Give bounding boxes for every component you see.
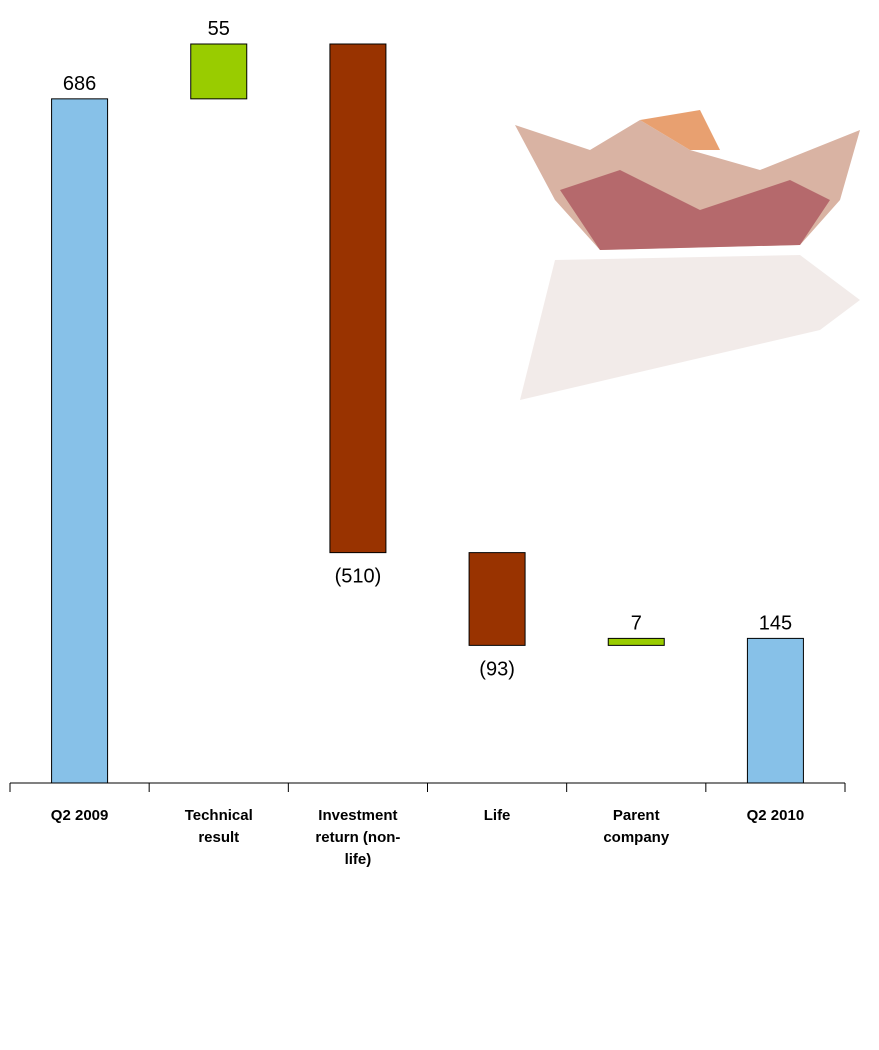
- value-label: 686: [63, 73, 96, 95]
- value-label: 7: [631, 612, 642, 634]
- bar: [51, 98, 109, 784]
- x-tick-label: Technical result: [184, 807, 253, 846]
- value-label: (93): [479, 658, 515, 680]
- value-label: 145: [759, 612, 792, 634]
- boat-sail: [640, 110, 720, 150]
- bar: [468, 552, 526, 646]
- value-label: 55: [208, 18, 230, 40]
- x-tick-label: Investment return (non-life): [315, 807, 401, 868]
- x-tick-label: Parent company: [603, 807, 670, 846]
- x-tick-label: Q2 2009: [50, 807, 109, 824]
- bar: [607, 637, 665, 646]
- bar: [190, 43, 248, 100]
- x-tick-label: Q2 2010: [746, 807, 805, 824]
- boat-reflection: [520, 255, 860, 400]
- x-tick-label: Life: [483, 807, 511, 824]
- value-label: (510): [335, 566, 382, 588]
- bar: [329, 43, 387, 554]
- bar: [746, 637, 804, 784]
- boat-image: [515, 110, 860, 400]
- boat-print: [560, 170, 830, 250]
